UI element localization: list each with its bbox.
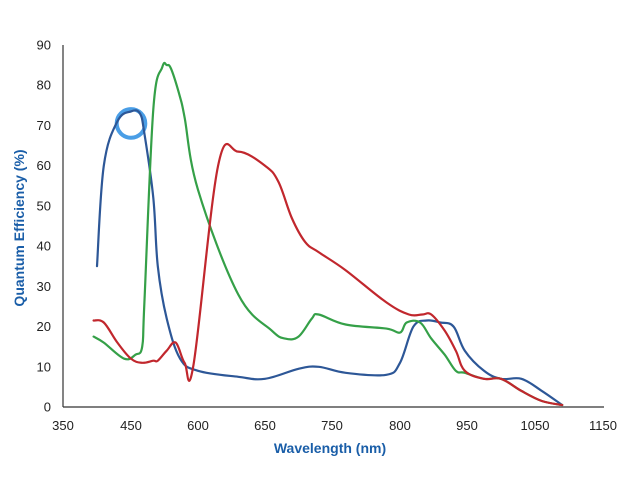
- y-tick-label: 40: [37, 239, 51, 254]
- y-tick-label: 30: [37, 279, 51, 294]
- blue-series-line: [95, 109, 564, 407]
- y-tick-label: 10: [37, 359, 51, 374]
- y-tick-label: 80: [37, 78, 51, 93]
- series-layer: [92, 61, 564, 407]
- x-tick-label: 600: [187, 418, 209, 433]
- x-axis-title: Wavelength (nm): [274, 440, 386, 456]
- y-tick-label: 0: [44, 400, 51, 415]
- y-tick-label: 70: [37, 118, 51, 133]
- y-tick-label: 60: [37, 158, 51, 173]
- axes-layer: [62, 45, 604, 408]
- red-series-line: [92, 142, 564, 407]
- x-tick-label: 800: [389, 418, 411, 433]
- green-series-line: [92, 61, 564, 407]
- x-tick-label: 950: [456, 418, 478, 433]
- y-tick-label: 20: [37, 319, 51, 334]
- x-tick-label: 1150: [589, 418, 617, 433]
- x-tick-label: 750: [321, 418, 343, 433]
- tick-labels: 0 10 20 30 40 50 60 70 80 90 350 450 600 650 750 800 950…: [37, 38, 617, 434]
- x-tick-label: 450: [120, 418, 142, 433]
- y-axis-title: Quantum Efficiency (%): [11, 149, 27, 306]
- x-tick-label: 350: [52, 418, 74, 433]
- y-tick-label: 90: [37, 38, 51, 53]
- x-tick-label: 1050: [521, 418, 550, 433]
- y-tick-label: 50: [37, 198, 51, 213]
- x-tick-label: 650: [254, 418, 276, 433]
